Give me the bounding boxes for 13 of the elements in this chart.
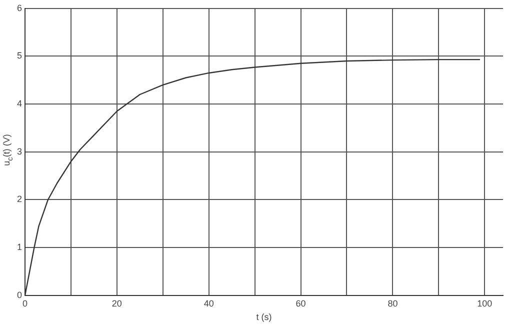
x-tick-label: 40: [204, 298, 214, 308]
x-tick-label: 100: [477, 298, 492, 308]
y-tick-label: 2: [16, 194, 22, 204]
x-tick-label: 20: [112, 298, 122, 308]
y-tick-label: 6: [16, 2, 22, 13]
y-tick-label: 5: [16, 50, 22, 61]
x-tick-label: 80: [388, 298, 398, 308]
x-tick-label: 60: [296, 298, 306, 308]
y-tick-label: 4: [16, 98, 22, 109]
y-tick-label: 1: [16, 242, 22, 252]
y-tick-label: 3: [16, 146, 22, 156]
y-tick-label: 0: [16, 290, 22, 300]
x-axis-title: t (s): [256, 312, 272, 322]
